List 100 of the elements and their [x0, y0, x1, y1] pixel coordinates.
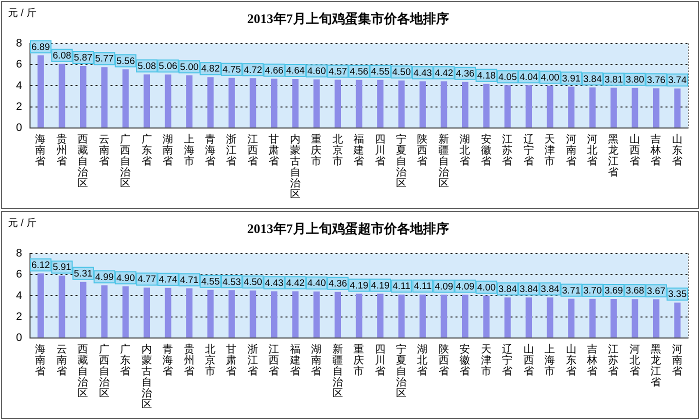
bar — [334, 292, 342, 338]
y-tick-label: 4 — [16, 290, 22, 302]
bar — [674, 88, 681, 128]
x-tick-label: 广西自治区 — [120, 132, 132, 190]
x-tick-label: 贵州省 — [184, 342, 195, 378]
x-tick-label: 黑龙江省 — [608, 133, 620, 178]
y-tick-label: 2 — [16, 310, 22, 323]
data-label: 4.50 — [392, 67, 411, 78]
bar — [292, 78, 299, 128]
data-label: 6.12 — [31, 260, 50, 272]
data-label: 4.43 — [413, 68, 432, 79]
bar — [674, 302, 681, 338]
x-tick-label: 安徽省 — [460, 342, 471, 378]
x-tick-label: 陕西省 — [438, 343, 450, 378]
data-label: 4.90 — [116, 272, 135, 284]
x-tick-label: 河南省 — [672, 343, 683, 378]
data-label: 4.53 — [222, 276, 241, 288]
bar — [186, 75, 192, 128]
x-tick-label: 山西省 — [523, 342, 534, 378]
data-label: 4.09 — [456, 281, 474, 292]
data-label: 4.64 — [286, 66, 305, 77]
data-label: 4.43 — [264, 278, 284, 289]
x-tick-label: 江苏省 — [502, 133, 514, 168]
data-label: 4.50 — [244, 277, 262, 288]
bar — [377, 294, 384, 338]
data-label: 4.11 — [392, 281, 410, 292]
data-label: 3.70 — [583, 286, 602, 297]
x-tick-label: 青海省 — [162, 342, 174, 378]
bar — [610, 298, 617, 338]
data-label: 5.91 — [52, 262, 72, 274]
x-tick-label: 广东省 — [141, 132, 152, 168]
y-tick-label: 6 — [16, 268, 22, 281]
data-label: 3.84 — [540, 284, 560, 296]
x-tick-label: 宁夏自治区 — [396, 132, 408, 190]
y-tick-label: 2 — [16, 100, 22, 113]
x-tick-label: 辽宁省 — [502, 343, 514, 378]
data-label: 4.75 — [222, 64, 241, 76]
bar — [313, 292, 320, 338]
bar — [504, 297, 511, 338]
bar — [250, 290, 256, 338]
x-tick-label: 宁夏自治区 — [396, 342, 408, 400]
x-tick-label: 山东省 — [672, 132, 683, 168]
data-label: 4.71 — [180, 274, 199, 286]
y-tick-label: 8 — [16, 248, 22, 260]
bar — [58, 276, 66, 338]
bar — [164, 74, 172, 128]
bar — [101, 285, 108, 338]
bar — [420, 81, 426, 128]
x-tick-label: 北京市 — [205, 342, 216, 378]
bar — [632, 88, 638, 128]
bar — [313, 79, 320, 128]
data-label: 4.04 — [520, 72, 538, 83]
data-label: 4.05 — [498, 72, 517, 83]
bar — [122, 69, 129, 128]
bar — [270, 78, 278, 128]
data-label: 3.74 — [668, 75, 687, 86]
x-tick-label: 山东省 — [566, 342, 577, 378]
bar — [589, 87, 596, 128]
data-label: 4.11 — [414, 281, 432, 292]
x-tick-label: 辽宁省 — [523, 133, 534, 168]
bar — [589, 298, 596, 338]
data-label: 4.00 — [477, 282, 496, 294]
data-label: 3.67 — [646, 286, 666, 297]
bar — [504, 85, 511, 128]
x-tick-label: 四川省 — [374, 343, 386, 378]
data-label: 6.89 — [31, 42, 50, 53]
bar — [122, 286, 129, 338]
data-label: 4.72 — [244, 64, 262, 76]
x-tick-label: 天津市 — [480, 343, 492, 378]
bar — [144, 288, 150, 338]
data-label: 3.71 — [562, 285, 581, 296]
bar — [526, 85, 532, 128]
x-tick-label: 江苏省 — [608, 343, 620, 378]
data-label: 4.42 — [434, 68, 454, 79]
data-label: 4.55 — [371, 66, 390, 78]
x-tick-label: 广东省 — [120, 342, 132, 378]
bar — [164, 288, 172, 338]
data-label: 4.55 — [201, 276, 220, 288]
data-label: 4.36 — [456, 68, 474, 80]
bar — [356, 80, 362, 128]
y-tick-label: 8 — [16, 38, 22, 50]
bar — [228, 78, 235, 128]
bar — [462, 82, 468, 128]
x-tick-label: 新疆自治区 — [332, 342, 344, 400]
x-tick-label: 内蒙古自治区 — [141, 342, 152, 410]
x-tick-label: 西藏自治区 — [78, 133, 89, 190]
data-label: 4.18 — [477, 70, 496, 82]
bar — [652, 299, 660, 338]
data-label: 3.84 — [498, 284, 517, 296]
data-label: 6.08 — [52, 50, 72, 62]
data-label: 4.56 — [350, 66, 368, 78]
x-tick-label: 山西省 — [629, 132, 640, 168]
data-label: 5.08 — [138, 60, 156, 72]
chart-title: 2013年7月上旬鸡蛋超市价各地排序 — [247, 221, 449, 236]
data-label: 3.35 — [668, 289, 687, 300]
bar — [101, 67, 108, 128]
bar — [80, 66, 86, 128]
data-label: 5.06 — [158, 61, 178, 72]
x-tick-label: 湖南省 — [311, 343, 322, 378]
y-tick-label: 0 — [16, 122, 22, 134]
